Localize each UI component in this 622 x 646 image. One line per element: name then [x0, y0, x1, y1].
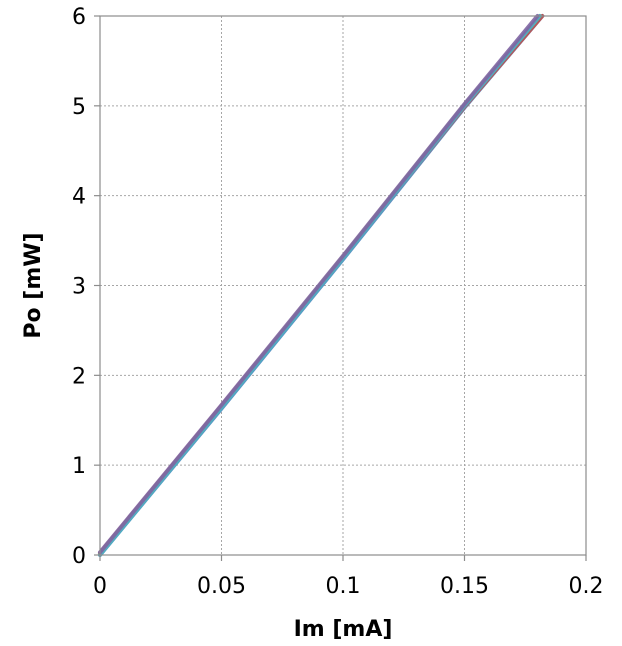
x-tick-label: 0.1 — [326, 574, 361, 599]
y-tick-label: 0 — [72, 544, 86, 569]
y-tick-label: 2 — [72, 364, 86, 389]
y-tick-label: 3 — [72, 275, 86, 300]
x-tick-label: 0.05 — [197, 574, 246, 599]
y-axis-title: Po [mW] — [21, 232, 46, 338]
plot-frame — [94, 15, 587, 561]
x-axis-title: Im [mA] — [294, 617, 393, 642]
tick-labels: 0 0.05 0.1 0.15 0.2 0 1 2 3 4 5 6 — [72, 5, 604, 599]
y-tick-label: 6 — [72, 5, 86, 30]
series-line-5 — [98, 14, 540, 555]
x-tick-label: 0 — [93, 574, 107, 599]
y-tick-label: 5 — [72, 95, 86, 120]
x-tick-label: 0.15 — [440, 574, 489, 599]
x-tick-label: 0.2 — [569, 574, 604, 599]
series-lines — [98, 14, 545, 557]
y-tick-label: 4 — [72, 185, 86, 210]
gridlines — [100, 16, 586, 555]
y-tick-label: 1 — [72, 454, 86, 479]
